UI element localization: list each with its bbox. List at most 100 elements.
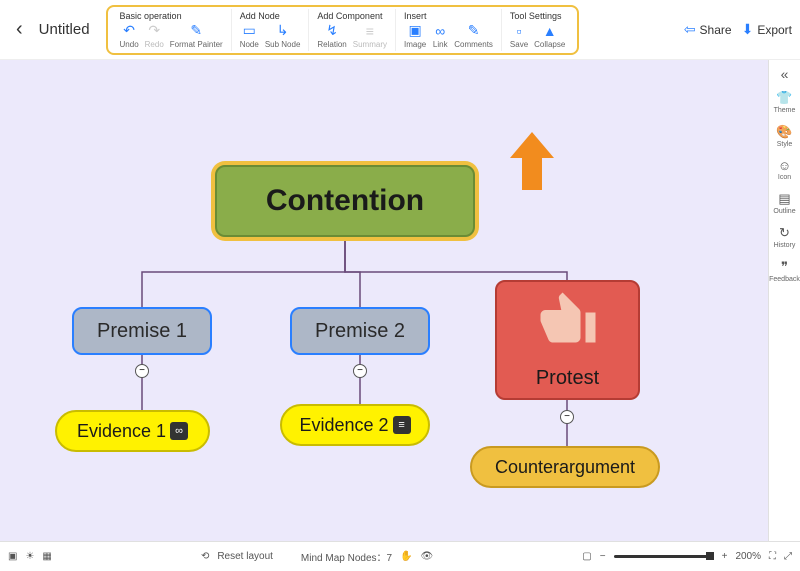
node-evidence2[interactable]: Evidence 2 ≡ bbox=[280, 404, 430, 446]
sidebar-item-history[interactable]: ↻History bbox=[774, 223, 796, 251]
sidebar-item-label: Icon bbox=[778, 174, 791, 181]
toolbar-format-painter-button[interactable]: ✎Format Painter bbox=[170, 23, 223, 49]
toolbar-save-button[interactable]: ▫Save bbox=[510, 23, 528, 49]
document-title[interactable]: Untitled bbox=[39, 21, 90, 38]
footer: ▣ ☀ ▦ ⟲ Reset layout Mind Map Nodes：7 ✋ 👁 ▢− +20… bbox=[0, 541, 800, 571]
toolbar-node-button[interactable]: ▭Node bbox=[240, 23, 259, 49]
toolbar: Basic operation↶Undo↷Redo✎Format Painter… bbox=[106, 5, 580, 55]
sidebar-item-icon[interactable]: ☺Icon bbox=[778, 156, 791, 183]
undo-icon: ↶ bbox=[121, 23, 137, 39]
toolbar-group-title: Basic operation bbox=[120, 11, 223, 21]
pan-icon[interactable]: ✋ bbox=[400, 551, 412, 562]
fit-icon[interactable]: ⛶ bbox=[769, 551, 776, 562]
fullscreen-icon[interactable]: ⤢ bbox=[784, 551, 792, 562]
canvas[interactable]: Contention Premise 1 Premise 2 Protest Evide… bbox=[0, 60, 768, 541]
node-evidence1[interactable]: Evidence 1∞ bbox=[55, 410, 210, 452]
node-label: Premise 2 bbox=[315, 320, 405, 343]
thumbs-down-icon bbox=[538, 290, 598, 356]
toolbar-group: Tool Settings ▫Save ▲Collapse bbox=[502, 9, 573, 51]
footer-left-icon-2[interactable]: ▦ bbox=[42, 551, 51, 562]
collapse-toggle[interactable]: − bbox=[135, 364, 149, 378]
toolbar-group-title: Add Node bbox=[240, 11, 301, 21]
toolbar-sub-node-button[interactable]: ↳Sub Node bbox=[265, 23, 301, 49]
share-label: Share bbox=[700, 23, 732, 37]
note-icon[interactable]: ≡ bbox=[393, 416, 411, 434]
pointer-arrow-icon bbox=[510, 132, 554, 195]
image-icon: ▣ bbox=[407, 23, 423, 39]
sidebar-item-style[interactable]: 🎨Style bbox=[776, 122, 792, 150]
history-icon: ↻ bbox=[779, 225, 790, 241]
zoom-in-button[interactable]: + bbox=[722, 551, 728, 562]
sidebar-item-outline[interactable]: ▤Outline bbox=[773, 189, 795, 217]
toolbar-group-title: Tool Settings bbox=[510, 11, 565, 21]
zoom-slider[interactable] bbox=[614, 555, 714, 558]
node-premise1[interactable]: Premise 1 bbox=[72, 307, 212, 355]
link-icon[interactable]: ∞ bbox=[170, 422, 188, 440]
toolbar-item-label: Comments bbox=[454, 40, 493, 49]
toolbar-group-title: Add Component bbox=[317, 11, 387, 21]
footer-left-icon-0[interactable]: ▣ bbox=[8, 551, 17, 562]
collapse-toggle[interactable]: − bbox=[560, 410, 574, 424]
node-premise2[interactable]: Premise 2 bbox=[290, 307, 430, 355]
back-button[interactable]: ‹ bbox=[8, 14, 31, 45]
node-label: Evidence 2 bbox=[299, 415, 388, 436]
toolbar-comments-button[interactable]: ✎Comments bbox=[454, 23, 493, 49]
toolbar-relation-button[interactable]: ↯Relation bbox=[317, 23, 346, 49]
toolbar-group: Insert ▣Image ∞Link ✎Comments bbox=[396, 9, 502, 51]
link-icon: ∞ bbox=[432, 23, 448, 39]
toolbar-item-label: Image bbox=[404, 40, 426, 49]
save-icon: ▫ bbox=[511, 23, 527, 39]
collapse-toggle[interactable]: − bbox=[353, 364, 367, 378]
node-contention[interactable]: Contention bbox=[215, 165, 475, 237]
node-icon: ▭ bbox=[241, 23, 257, 39]
export-label: Export bbox=[757, 23, 792, 37]
export-button[interactable]: ⬇ Export bbox=[742, 21, 792, 38]
summary-icon: ≡ bbox=[362, 23, 378, 39]
sidebar-item-label: Outline bbox=[773, 208, 795, 215]
node-label: Premise 1 bbox=[97, 320, 187, 343]
toolbar-redo-button: ↷Redo bbox=[145, 23, 164, 49]
toolbar-group: Add Component↯Relation≡Summary bbox=[309, 9, 396, 51]
zoom-level: 200% bbox=[735, 551, 761, 562]
jump-icon[interactable]: ▢ bbox=[582, 551, 591, 562]
toolbar-item-label: Undo bbox=[120, 40, 139, 49]
node-count: Mind Map Nodes：7 bbox=[301, 549, 392, 564]
node-counter[interactable]: Counterargument bbox=[470, 446, 660, 488]
view-icon[interactable]: 👁 bbox=[421, 551, 434, 562]
sidebar-item-label: Theme bbox=[774, 107, 796, 114]
relation-icon: ↯ bbox=[324, 23, 340, 39]
sidebar-item-label: History bbox=[774, 242, 796, 249]
toolbar-group: Basic operation ↶Undo ↷Redo ✎Format Painter bbox=[112, 9, 232, 51]
zoom-out-button[interactable]: − bbox=[600, 551, 606, 562]
toolbar-undo-button[interactable]: ↶Undo bbox=[120, 23, 139, 49]
toolbar-item-label: Format Painter bbox=[170, 40, 223, 49]
sidebar-item-theme[interactable]: 👕Theme bbox=[774, 88, 796, 116]
reset-layout-label[interactable]: Reset layout bbox=[217, 551, 273, 562]
sidebar-item-feedback[interactable]: ❞Feedback bbox=[769, 257, 800, 285]
toolbar-item-label: Relation bbox=[317, 40, 346, 49]
node-label: Counterargument bbox=[495, 457, 635, 478]
toolbar-item-label: Node bbox=[240, 40, 259, 49]
export-icon: ⬇ bbox=[742, 21, 754, 38]
sub-node-icon: ↳ bbox=[275, 23, 291, 39]
share-button[interactable]: ⇦ Share bbox=[684, 21, 732, 38]
feedback-icon: ❞ bbox=[781, 259, 788, 275]
reset-layout-icon[interactable]: ⟲ bbox=[201, 551, 209, 562]
toolbar-link-button[interactable]: ∞Link bbox=[432, 23, 448, 49]
toolbar-item-label: Save bbox=[510, 40, 528, 49]
footer-left-icon-1[interactable]: ☀ bbox=[25, 551, 34, 562]
toolbar-item-label: Link bbox=[433, 40, 448, 49]
collapse-icon: ▲ bbox=[542, 23, 558, 39]
sidebar-collapse-button[interactable]: « bbox=[781, 66, 789, 82]
toolbar-group-title: Insert bbox=[404, 11, 493, 21]
node-protest[interactable]: Protest bbox=[495, 280, 640, 400]
share-icon: ⇦ bbox=[684, 21, 696, 38]
toolbar-image-button[interactable]: ▣Image bbox=[404, 23, 426, 49]
toolbar-item-label: Sub Node bbox=[265, 40, 301, 49]
comments-icon: ✎ bbox=[466, 23, 482, 39]
node-label: Contention bbox=[266, 184, 424, 218]
format-painter-icon: ✎ bbox=[188, 23, 204, 39]
theme-icon: 👕 bbox=[776, 90, 792, 106]
toolbar-collapse-button[interactable]: ▲Collapse bbox=[534, 23, 565, 49]
style-icon: 🎨 bbox=[776, 124, 792, 140]
